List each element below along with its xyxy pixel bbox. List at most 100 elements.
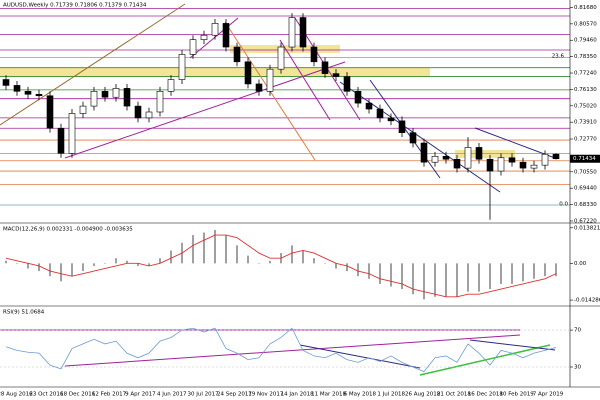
- macd-bar: [335, 263, 337, 269]
- candle-body: [376, 108, 384, 119]
- zone: [455, 150, 515, 158]
- macd-bar: [379, 263, 381, 284]
- macd-bar: [192, 235, 194, 264]
- candle-body: [332, 73, 340, 77]
- x-tick-label: 26 Aug 2018: [405, 392, 441, 398]
- candle-body: [497, 157, 505, 172]
- y-tick-label: 0.76130: [574, 87, 597, 93]
- candle-body: [222, 23, 230, 48]
- y-tick-label: 70: [574, 328, 581, 334]
- candle-body: [57, 127, 65, 154]
- trend-line: [0, 3, 186, 126]
- macd-bar: [423, 263, 425, 300]
- candle-body: [46, 95, 54, 129]
- macd-bar: [203, 232, 205, 264]
- y-tick-label: 0.73910: [574, 120, 597, 126]
- rsi-line: [5, 327, 557, 373]
- macd-bar: [401, 263, 403, 290]
- candle-body: [464, 147, 472, 169]
- zone: [0, 68, 430, 77]
- y-tick-label: 0.77240: [574, 71, 597, 77]
- macd-bar: [27, 263, 29, 269]
- macd-bar: [115, 258, 117, 264]
- candle-body: [530, 164, 538, 169]
- candle-body: [189, 39, 197, 55]
- macd-bar: [489, 263, 491, 290]
- macd-bar: [368, 263, 370, 279]
- macd-bar: [544, 263, 546, 277]
- macd-bar: [390, 263, 392, 287]
- candle-body: [79, 105, 87, 114]
- candle-body: [2, 79, 10, 86]
- candle-body: [343, 76, 351, 92]
- candle-body: [431, 155, 439, 163]
- candle-body: [178, 54, 186, 80]
- macd-bar: [60, 263, 62, 282]
- candle-body: [420, 142, 428, 163]
- candle-body: [321, 61, 329, 74]
- candle-body: [101, 91, 109, 98]
- candle-body: [387, 117, 395, 122]
- macd-bar: [71, 263, 73, 277]
- macd-bar: [412, 263, 414, 295]
- trend-line: [474, 127, 556, 159]
- macd-bar: [511, 263, 513, 284]
- macd-bar: [148, 263, 150, 266]
- candle-body: [200, 34, 208, 40]
- x-tick-label: 10 Feb 2019: [500, 392, 535, 398]
- x-tick-label: 28 Aug 2016: [0, 392, 33, 398]
- x-tick-label: 11 Mar 2018: [311, 392, 346, 398]
- candle-body: [13, 85, 21, 92]
- candle-body: [35, 93, 43, 97]
- trend-line: [469, 339, 556, 351]
- trend-line: [64, 334, 521, 367]
- macd-bar: [236, 245, 238, 264]
- candle-body: [354, 91, 362, 104]
- macd-bar: [324, 263, 326, 264]
- price-tag-label: 0.71434: [573, 156, 596, 162]
- macd-bar: [214, 229, 216, 264]
- candle-body: [145, 111, 153, 119]
- candle-body: [442, 155, 450, 160]
- macd-bar: [16, 263, 18, 264]
- x-tick-label: 16 Dec 2018: [468, 392, 504, 398]
- macd-bar: [258, 263, 260, 264]
- y-tick-label: 0.72770: [574, 137, 597, 143]
- macd-bar: [93, 263, 95, 266]
- macd-bar: [49, 263, 51, 277]
- candle-body: [519, 161, 527, 169]
- y-tick-label: 0.80570: [574, 21, 597, 27]
- x-tick-label: 18 Dec 2016: [60, 392, 96, 398]
- y-tick-label: 0.00: [574, 261, 587, 267]
- candle-body: [486, 158, 494, 172]
- y-tick-label: 0.78350: [574, 54, 597, 60]
- macd-bar: [357, 263, 359, 277]
- macd-bar: [478, 263, 480, 292]
- candle-body: [233, 46, 241, 63]
- macd-bar: [522, 263, 524, 282]
- x-tick-label: 30 Jul 2017: [188, 392, 220, 398]
- macd-bar: [5, 260, 7, 264]
- macd-bar: [126, 260, 128, 264]
- macd-bar: [38, 263, 40, 272]
- candle-body: [266, 68, 274, 92]
- y-tick-label: 0.75020: [574, 103, 597, 109]
- price-tag: [570, 154, 600, 163]
- frame: [0, 0, 600, 388]
- candle-body: [552, 153, 560, 160]
- macd-bar: [346, 263, 348, 272]
- candle-body: [134, 105, 142, 119]
- candle-body: [24, 91, 32, 95]
- candle-body: [310, 46, 318, 63]
- y-tick-label: 30: [574, 365, 581, 371]
- trend-line: [64, 61, 346, 159]
- candle-body: [112, 88, 120, 98]
- macd-bar: [269, 260, 271, 264]
- macd-bar: [159, 258, 161, 264]
- candle-body: [277, 46, 285, 70]
- candle-body: [365, 102, 373, 110]
- macd-bar: [225, 235, 227, 264]
- macd-bar: [247, 255, 249, 264]
